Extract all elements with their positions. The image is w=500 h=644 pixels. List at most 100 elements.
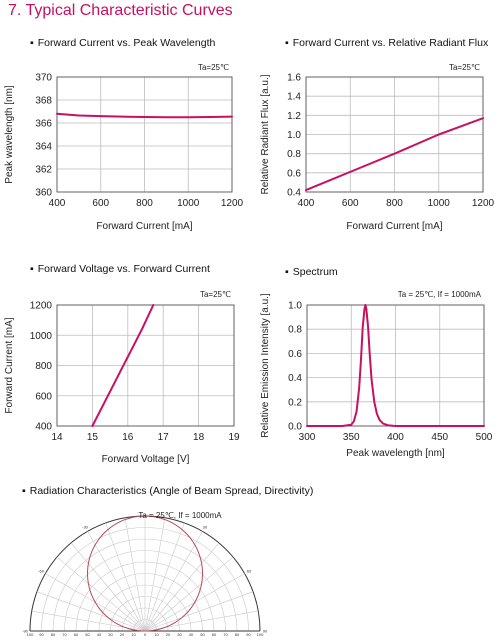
y-tick-label: 0.2: [288, 397, 302, 408]
radial-tick-label: 70: [62, 632, 67, 637]
polar-spoke: [144, 591, 254, 632]
radial-tick-label: 90: [39, 632, 44, 637]
radial-tick-label: 30: [108, 632, 113, 637]
y-tick-label: 0.6: [287, 168, 301, 179]
y-tick-label: 1.0: [287, 130, 301, 141]
radial-tick-label: 80: [51, 632, 56, 637]
condition-label: Ta=25℃: [449, 63, 480, 72]
y-tick-label: 364: [35, 142, 52, 153]
radiation-pattern-curve: [87, 515, 203, 632]
y-axis-label: Relative Emission Intensity [a.u.]: [260, 293, 271, 438]
polar-spoke: [36, 591, 146, 632]
angle-tick-label: -90: [22, 629, 29, 634]
y-tick-label: 0.4: [288, 373, 302, 384]
x-axis-label: Forward Voltage [V]: [102, 454, 190, 465]
y-tick-label: 0.0: [288, 422, 302, 433]
radial-tick-label: 0: [144, 632, 147, 637]
chart-heading-text: Forward Current vs. Relative Radiant Flu…: [292, 37, 489, 49]
chart-heading-spectrum: ▪ Spectrum: [285, 266, 338, 278]
x-tick-label: 17: [158, 432, 170, 443]
radial-tick-label: 40: [97, 632, 102, 637]
angle-tick-label: -30: [82, 525, 89, 530]
radial-tick-label: 20: [120, 632, 125, 637]
y-tick-label: 362: [35, 165, 52, 176]
x-tick-label: 400: [387, 432, 404, 443]
x-tick-label: 300: [299, 432, 316, 443]
radial-tick-label: 50: [85, 632, 90, 637]
y-tick-label: 1.2: [287, 111, 301, 122]
y-tick-label: 400: [35, 422, 52, 433]
x-tick-label: 600: [342, 198, 359, 209]
x-tick-label: 16: [122, 432, 134, 443]
plot-frame: [305, 76, 484, 193]
polar-spoke: [144, 542, 220, 632]
chart-radiation: 100 90 80 70 60 50 40 30 20 10 0 10 20 30 40 50 60 70 80 90…: [22, 511, 268, 637]
y-tick-label: 1.0: [288, 301, 302, 312]
x-tick-label: 1000: [428, 198, 451, 209]
x-tick-label: 600: [92, 198, 109, 209]
y-tick-label: 368: [35, 96, 52, 107]
chart-heading-text: Radiation Characteristics (Angle of Beam…: [29, 485, 314, 497]
angle-tick-label: 60: [247, 569, 252, 574]
x-axis-label: Forward Current [mA]: [346, 221, 442, 232]
radial-tick-label: 20: [166, 632, 171, 637]
x-tick-label: 800: [386, 198, 403, 209]
condition-label: Ta=25℃: [198, 63, 229, 72]
polar-spoke: [56, 556, 146, 632]
radial-tick-label: 30: [177, 632, 182, 637]
angle-tick-label: 90: [263, 629, 268, 634]
radial-tick-label: 40: [189, 632, 194, 637]
y-axis-label: Peak wavelength [nm]: [4, 85, 15, 184]
radial-tick-label: 70: [223, 632, 228, 637]
angle-tick-label: -60: [38, 569, 45, 574]
chart-heading-text: Forward Voltage vs. Forward Current: [37, 263, 210, 275]
angle-tick-label: 30: [203, 525, 208, 530]
y-tick-label: 1.4: [287, 92, 301, 103]
chart-1: 400 600 800 1000 1200 0.4 0.6 0.8 1.0 1.2 1.4 1.6 Ta…: [260, 63, 495, 232]
x-tick-label: 14: [51, 432, 63, 443]
x-tick-label: 1200: [221, 198, 244, 209]
y-tick-label: 366: [35, 119, 52, 130]
y-tick-label: 1000: [30, 331, 53, 342]
bullet-icon: ▪: [285, 37, 289, 49]
bullet-icon: ▪: [22, 485, 26, 497]
y-tick-label: 360: [35, 188, 52, 199]
condition-label: Ta = 25℃, If = 1000mA: [138, 511, 222, 520]
bullet-icon: ▪: [30, 37, 34, 49]
radial-tick-label: 90: [246, 632, 251, 637]
y-tick-label: 0.6: [288, 349, 302, 360]
chart-heading-text: Spectrum: [292, 266, 338, 278]
radial-tick-label: 60: [212, 632, 217, 637]
chart-2: 14 15 16 17 18 19 400 600 800 1000 1200 Ta=25℃ Forwa…: [4, 290, 240, 465]
x-tick-label: 350: [343, 432, 360, 443]
condition-label: Ta = 25℃, If = 1000mA: [398, 290, 482, 299]
x-tick-label: 400: [49, 198, 66, 209]
y-axis-label: Forward Current [mA]: [4, 317, 15, 413]
x-tick-label: 15: [87, 432, 99, 443]
polar-spoke: [87, 531, 146, 632]
chart-heading-wavelength: ▪ Forward Current vs. Peak Wavelength: [30, 37, 215, 49]
bullet-icon: ▪: [285, 266, 289, 278]
x-tick-label: 450: [431, 432, 448, 443]
series-line: [306, 304, 485, 427]
chart-heading-text: Forward Current vs. Peak Wavelength: [37, 37, 216, 49]
plot-frame: [56, 76, 233, 193]
polar-spoke: [144, 556, 234, 632]
condition-label: Ta=25℃: [200, 290, 231, 299]
y-tick-label: 600: [35, 391, 52, 402]
radial-tick-label: 100: [27, 632, 34, 637]
chart-3: 300 350 400 450 500 0.0 0.2 0.4 0.6 0.8 1.0 Ta = 25…: [260, 290, 493, 459]
chart-heading-radiation: ▪ Radiation Characteristics (Angle of Bea…: [22, 485, 313, 497]
chart-0: 400 600 800 1000 1200 360 362 364 366 368 370 Ta=25…: [4, 63, 244, 232]
page-title: 7. Typical Characteristic Curves: [8, 2, 233, 19]
x-tick-label: 19: [228, 432, 240, 443]
radial-tick-label: 80: [235, 632, 240, 637]
plot-frame: [56, 304, 235, 427]
y-tick-label: 1.6: [287, 73, 301, 84]
y-tick-label: 1200: [30, 301, 53, 312]
y-tick-label: 370: [35, 73, 52, 84]
x-tick-label: 1200: [472, 198, 495, 209]
x-tick-label: 1000: [177, 198, 200, 209]
x-tick-label: 18: [193, 432, 205, 443]
